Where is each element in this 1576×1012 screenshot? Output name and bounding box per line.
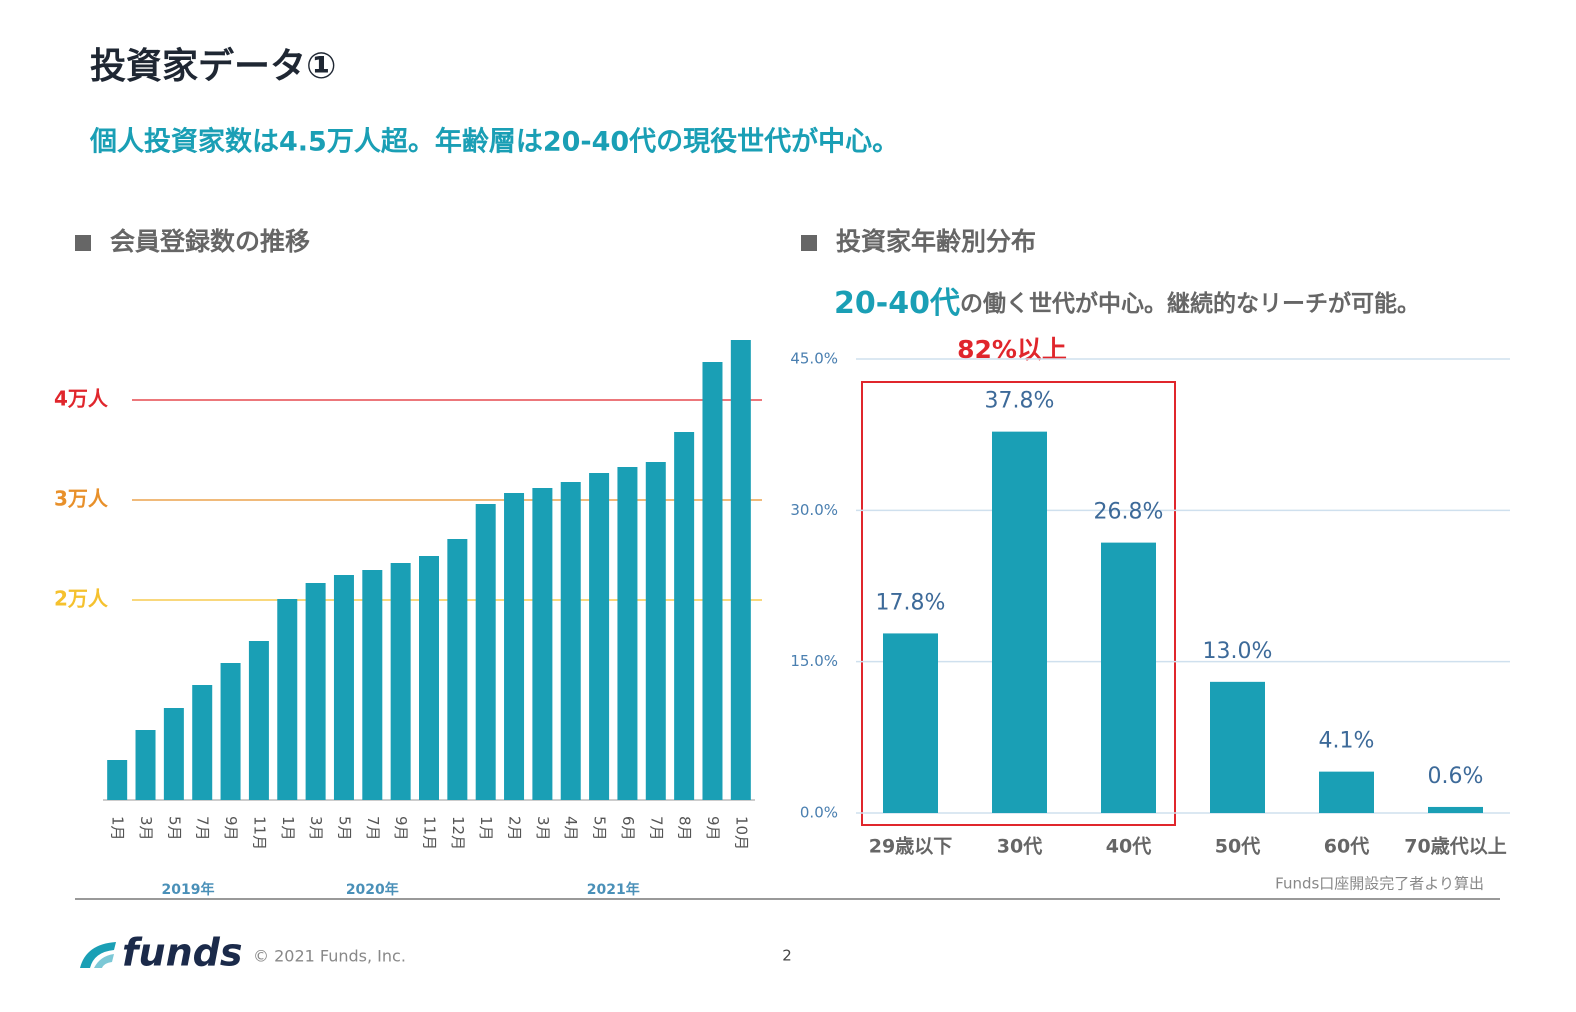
x-tick-label: 29歳以下 [869,836,952,858]
bar [333,575,354,800]
x-tick-label: 9月 [392,816,410,841]
data-label: 26.8% [1094,500,1164,525]
bar [617,467,638,800]
bar [560,482,581,800]
x-tick-label: 1月 [109,816,127,841]
bar [883,633,938,813]
x-group-label: 2021年 [587,881,640,898]
bar [135,730,156,800]
bar [1210,681,1265,813]
x-tick-label: 4月 [562,816,580,841]
bar [589,473,610,800]
y-tick-label: 4万人 [54,387,109,411]
y-tick-label: 0.0% [800,804,838,822]
data-label: 4.1% [1319,729,1375,754]
bar [730,340,751,800]
x-tick-label: 70歳代以上 [1404,836,1506,858]
data-label: 13.0% [1203,639,1273,664]
chart-subtitle: 20-40代の働く世代が中心。継続的なリーチが可能。 [834,286,1420,321]
bar [645,462,666,800]
bar [475,504,496,800]
data-label: 17.8% [876,590,946,615]
x-tick-label: 3月 [534,816,552,841]
headline: 個人投資家数は4.5万人超。年齢層は20-40代の現役世代が中心。 [89,126,899,158]
slide-title: 投資家データ① [90,45,336,87]
x-tick-label: 1月 [279,816,297,841]
bar [163,708,184,800]
chart-title: 投資家年齢別分布 [836,227,1036,256]
bar [107,760,128,800]
x-tick-label: 3月 [137,816,155,841]
x-tick-label: 2月 [506,816,524,841]
bar [674,432,695,800]
x-tick-label: 7月 [647,816,665,841]
bar [1319,771,1374,813]
bar [248,641,269,800]
x-tick-label: 7月 [364,816,382,841]
y-tick-label: 2万人 [54,587,109,611]
x-group-label: 2020年 [346,881,399,898]
data-label: 37.8% [985,389,1055,414]
x-tick-label: 8月 [676,816,694,841]
logo: funds [122,931,242,975]
copyright: © 2021 Funds, Inc. [253,947,406,966]
x-tick-label: 3月 [307,816,325,841]
subtitle-highlight: 20-40代 [834,286,960,321]
subtitle: の働く世代が中心。継続的なリーチが可能。 [960,290,1420,317]
x-tick-label: 12月 [449,816,467,850]
bar [1428,806,1483,813]
bar [504,493,525,800]
x-tick-label: 9月 [704,816,722,841]
chart-title: 会員登録数の推移 [110,227,310,256]
bar [419,556,439,800]
logo-icon [80,942,116,968]
bar [702,362,723,800]
x-group-label: 2019年 [162,881,215,898]
x-tick-label: 5月 [591,816,609,841]
y-tick-label: 3万人 [54,487,109,511]
x-tick-label: 11月 [421,816,439,850]
bar [532,488,553,800]
x-tick-label: 10月 [732,816,750,850]
x-tick-label: 40代 [1106,836,1151,858]
data-label: 0.6% [1428,764,1484,789]
bar [1101,542,1156,813]
bar [447,539,468,800]
x-tick-label: 7月 [194,816,212,841]
x-tick-label: 11月 [250,816,268,850]
y-tick-label: 15.0% [790,652,838,670]
bar [390,563,411,800]
x-tick-label: 30代 [997,836,1042,858]
bar [992,431,1047,813]
x-tick-label: 50代 [1215,836,1260,858]
section-bullet [75,235,91,251]
source-note: Funds口座開設完了者より算出 [1275,875,1484,893]
bar [362,570,383,800]
bar [277,599,298,800]
page-number: 2 [782,947,792,965]
x-tick-label: 6月 [619,816,637,841]
x-tick-label: 5月 [335,816,353,841]
bar [305,583,326,800]
logo-icon [94,954,114,968]
x-tick-label: 5月 [165,816,183,841]
bar [220,663,241,800]
section-bullet [801,235,817,251]
y-tick-label: 30.0% [790,501,838,519]
x-tick-label: 1月 [477,816,495,841]
x-tick-label: 9月 [222,816,240,841]
y-tick-label: 45.0% [790,350,838,368]
x-tick-label: 60代 [1324,836,1369,858]
highlight-box [861,381,1176,826]
bar [192,685,213,800]
